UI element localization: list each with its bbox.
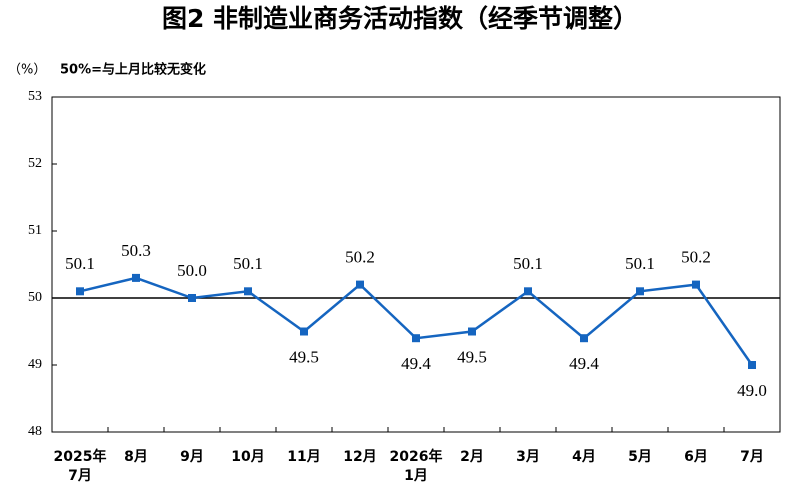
series-line [79, 276, 754, 366]
data-label: 50.0 [177, 261, 207, 280]
point [748, 361, 756, 369]
y-tick-label: 53 [28, 89, 42, 104]
data-label: 50.1 [625, 254, 655, 273]
chart-title: 图2 非制造业商务活动指数（经季节调整） [162, 4, 638, 33]
point [188, 294, 196, 302]
x-tick-label: 10月 [231, 449, 265, 465]
data-label: 50.2 [681, 248, 711, 267]
y-tick-label: 52 [28, 156, 42, 171]
point [468, 327, 476, 336]
x-tick-label: 2月 [460, 449, 484, 465]
data-label: 49.0 [737, 381, 767, 400]
x-tick-label: 2026年 1月 [389, 449, 443, 484]
y-tick-label: 50 [28, 290, 42, 305]
data-label: 49.5 [289, 347, 319, 366]
plot-frame [51, 96, 781, 433]
data-label: 50.1 [513, 254, 543, 273]
point [636, 287, 644, 296]
data-label: 50.1 [65, 254, 95, 273]
point [580, 334, 588, 343]
y-tick-label: 51 [28, 223, 42, 238]
x-tick-label: 7月 [740, 449, 764, 465]
data-label: 49.4 [569, 354, 599, 373]
x-tick-label: 6月 [684, 449, 708, 465]
x-tick-label: 2025年 7月 [53, 449, 107, 484]
data-label: 50.1 [233, 254, 263, 273]
point [356, 280, 364, 289]
data-label: 50.2 [345, 248, 375, 267]
annotation: 50%=与上月比较无变化 [60, 62, 206, 78]
x-tick-label: 12月 [343, 449, 377, 465]
data-label: 49.5 [457, 347, 487, 366]
x-tick-label: 5月 [628, 449, 652, 465]
x-tick-label: 9月 [180, 449, 204, 465]
x-tick-label: 4月 [572, 449, 596, 465]
data-label: 50.3 [121, 241, 151, 260]
y-axis-unit: （%） [8, 63, 46, 78]
point [412, 334, 420, 343]
x-tick-label: 3月 [516, 449, 540, 465]
point [132, 273, 140, 282]
y-tick-label: 49 [28, 357, 42, 372]
point [524, 287, 532, 296]
point [244, 287, 252, 296]
point [76, 287, 84, 296]
x-tick-label: 8月 [124, 449, 148, 465]
y-tick-label: 48 [28, 424, 42, 439]
x-tick-label: 11月 [287, 449, 321, 465]
point [300, 327, 308, 336]
point [692, 280, 700, 289]
data-label: 49.4 [401, 354, 431, 373]
